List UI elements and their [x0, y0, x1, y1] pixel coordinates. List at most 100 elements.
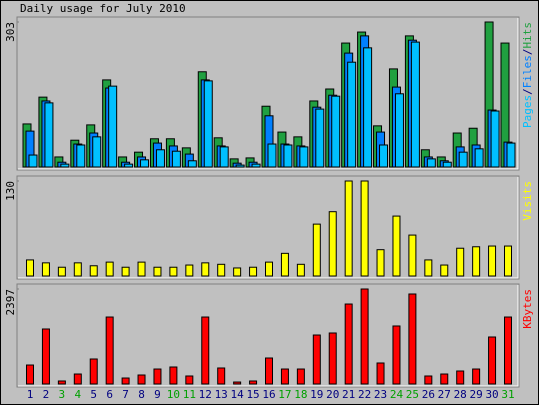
x-tick-label: 4 [74, 388, 81, 401]
legend: Pages/Files/Hits [521, 22, 534, 128]
bar [280, 252, 289, 277]
x-tick-label: 2 [43, 388, 50, 401]
bar [280, 368, 289, 385]
bar [442, 161, 452, 168]
bar [312, 223, 321, 277]
x-tick-label: 29 [470, 388, 483, 401]
x-tick-label: 17 [278, 388, 291, 401]
panel-bevel [18, 285, 519, 387]
bar [392, 215, 401, 277]
bar [26, 259, 34, 277]
legend-entry: Pages [521, 95, 534, 128]
legend-entry: Hits [521, 22, 534, 49]
bar [76, 144, 86, 168]
bar [328, 332, 337, 385]
panel-bevel [18, 177, 519, 279]
bar [233, 267, 242, 277]
bar [155, 149, 165, 168]
bar [376, 249, 385, 277]
x-tick-label: 13 [215, 388, 228, 401]
bar [124, 163, 134, 168]
bar [410, 41, 420, 168]
bar [169, 266, 178, 277]
bar [440, 264, 449, 277]
bar [203, 80, 213, 168]
x-tick-label: 11 [183, 388, 196, 401]
bar [57, 266, 66, 277]
bar [490, 110, 500, 168]
bar [219, 146, 229, 168]
x-tick-label: 10 [167, 388, 180, 401]
y-tick-label: 130 [4, 181, 17, 201]
bar [92, 136, 102, 168]
bar [296, 263, 305, 277]
bar [105, 316, 114, 385]
bar [137, 374, 146, 385]
bar [171, 150, 181, 168]
bar [458, 151, 468, 168]
x-tick-label: 21 [342, 388, 355, 401]
bar [474, 148, 484, 168]
bar [41, 328, 50, 385]
y-tick-label: 303 [4, 22, 17, 42]
bar [105, 261, 114, 277]
x-tick-label: 22 [358, 388, 371, 401]
x-tick-label: 15 [246, 388, 259, 401]
y-tick-label: 2397 [4, 289, 17, 316]
x-tick-label: 28 [454, 388, 467, 401]
bar [506, 142, 516, 168]
bar [376, 362, 385, 385]
panel [16, 283, 520, 388]
bar [251, 163, 261, 168]
bar [121, 266, 130, 277]
x-tick-label: 23 [374, 388, 387, 401]
x-tick-label: 27 [438, 388, 451, 401]
legend: Visits [521, 181, 534, 221]
bar [41, 262, 50, 277]
x-tick-label: 9 [154, 388, 161, 401]
bar [456, 370, 465, 385]
bar [424, 259, 433, 277]
legend: KBytes [521, 289, 534, 329]
bar [89, 265, 98, 277]
bar [153, 266, 162, 277]
bar [60, 163, 70, 168]
legend-separator: / [521, 88, 534, 95]
bar [312, 334, 321, 385]
bar [488, 245, 497, 277]
bar [153, 368, 162, 385]
x-tick-label: 20 [326, 388, 339, 401]
bar [296, 368, 305, 385]
x-tick-label: 30 [485, 388, 498, 401]
legend-entry: KBytes [521, 289, 534, 329]
bar [394, 93, 404, 168]
bar [426, 158, 436, 168]
x-tick-label: 26 [422, 388, 435, 401]
bar [249, 380, 258, 385]
bar [267, 143, 277, 168]
bar [331, 95, 341, 168]
bar [360, 180, 369, 277]
bar [488, 336, 497, 385]
bar [360, 288, 369, 385]
bar [44, 102, 54, 168]
bar [424, 375, 433, 385]
bar [73, 262, 82, 277]
x-tick-label: 6 [106, 388, 113, 401]
bar [169, 366, 178, 385]
bar [185, 264, 194, 277]
x-tick-label: 25 [406, 388, 419, 401]
bar [28, 154, 38, 168]
bar [201, 262, 210, 277]
bar [472, 368, 481, 385]
legend-entry: Visits [521, 181, 534, 221]
bar [121, 377, 130, 385]
bar [73, 373, 82, 385]
bar [344, 180, 353, 277]
x-tick-label: 7 [122, 388, 129, 401]
x-tick-label: 14 [231, 388, 245, 401]
bar [408, 234, 417, 277]
legend-separator: / [521, 49, 534, 56]
bar [344, 303, 353, 385]
